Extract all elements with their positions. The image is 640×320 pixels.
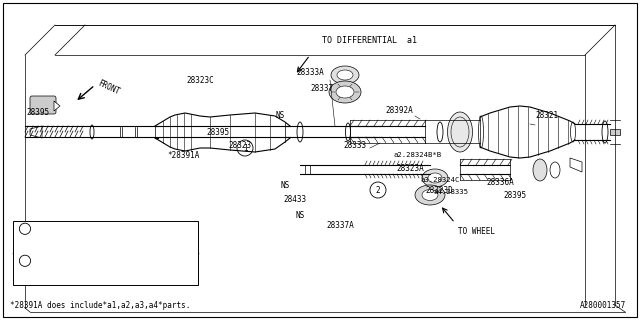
Text: S.36R#,DBK,CVT: S.36R#,DBK,CVT xyxy=(86,272,151,281)
Ellipse shape xyxy=(428,173,442,183)
Text: S.36R#,DBK,CVT: S.36R#,DBK,CVT xyxy=(86,240,151,249)
Text: 28333A: 28333A xyxy=(296,68,324,76)
Text: 1: 1 xyxy=(243,143,247,153)
Text: A280001357: A280001357 xyxy=(580,300,627,309)
Text: FRONT: FRONT xyxy=(96,79,121,97)
Ellipse shape xyxy=(533,159,547,181)
Text: a2.28324B*B: a2.28324B*B xyxy=(393,152,441,158)
Text: 28324A: 28324A xyxy=(40,240,68,249)
Text: 28323: 28323 xyxy=(228,140,252,149)
Bar xyxy=(13,221,198,285)
Text: 28324B*A: 28324B*A xyxy=(40,256,77,265)
Polygon shape xyxy=(54,101,60,111)
Text: 28433: 28433 xyxy=(284,196,307,204)
Text: 1: 1 xyxy=(23,226,27,232)
Text: 28333: 28333 xyxy=(344,140,367,149)
Text: 28323A: 28323A xyxy=(396,164,424,172)
Ellipse shape xyxy=(415,185,445,205)
Bar xyxy=(610,129,620,135)
Text: 28395: 28395 xyxy=(207,127,230,137)
Text: 28323C: 28323C xyxy=(186,76,214,84)
Ellipse shape xyxy=(337,70,353,80)
Text: 28336A: 28336A xyxy=(486,178,514,187)
Text: 2: 2 xyxy=(23,258,27,264)
Text: NS: NS xyxy=(275,110,285,119)
Text: S.25I#,DBK,6MT: S.25I#,DBK,6MT xyxy=(86,224,151,233)
Text: 28395: 28395 xyxy=(503,190,526,199)
Text: NS: NS xyxy=(296,211,305,220)
Text: a4.28335: a4.28335 xyxy=(433,189,468,195)
Text: 2: 2 xyxy=(376,186,380,195)
Text: TO DIFFERENTIAL  a1: TO DIFFERENTIAL a1 xyxy=(322,36,417,44)
Ellipse shape xyxy=(336,86,354,98)
Ellipse shape xyxy=(447,112,472,152)
Text: 28324C: 28324C xyxy=(40,224,68,233)
Ellipse shape xyxy=(329,81,361,103)
Ellipse shape xyxy=(422,189,438,201)
Text: 28395: 28395 xyxy=(26,108,49,116)
Text: 28324: 28324 xyxy=(40,272,63,281)
Text: 28323D: 28323D xyxy=(425,186,452,195)
Ellipse shape xyxy=(422,169,448,187)
Text: 28337: 28337 xyxy=(310,84,333,92)
Text: a3.28324C: a3.28324C xyxy=(420,177,460,183)
Text: 28392A: 28392A xyxy=(385,106,413,115)
Ellipse shape xyxy=(331,66,359,84)
Polygon shape xyxy=(570,158,582,172)
FancyBboxPatch shape xyxy=(30,96,56,114)
Text: 28321: 28321 xyxy=(535,110,558,119)
Text: 28337A: 28337A xyxy=(326,220,354,229)
Text: *28391A does include*a1,a2,a3,a4*parts.: *28391A does include*a1,a2,a3,a4*parts. xyxy=(10,300,190,309)
Text: TO WHEEL: TO WHEEL xyxy=(458,227,495,236)
Text: *28391A: *28391A xyxy=(168,150,200,159)
Polygon shape xyxy=(30,126,42,138)
Text: NS: NS xyxy=(280,180,290,189)
Text: S.25I#,DBK,6MT: S.25I#,DBK,6MT xyxy=(86,256,151,265)
